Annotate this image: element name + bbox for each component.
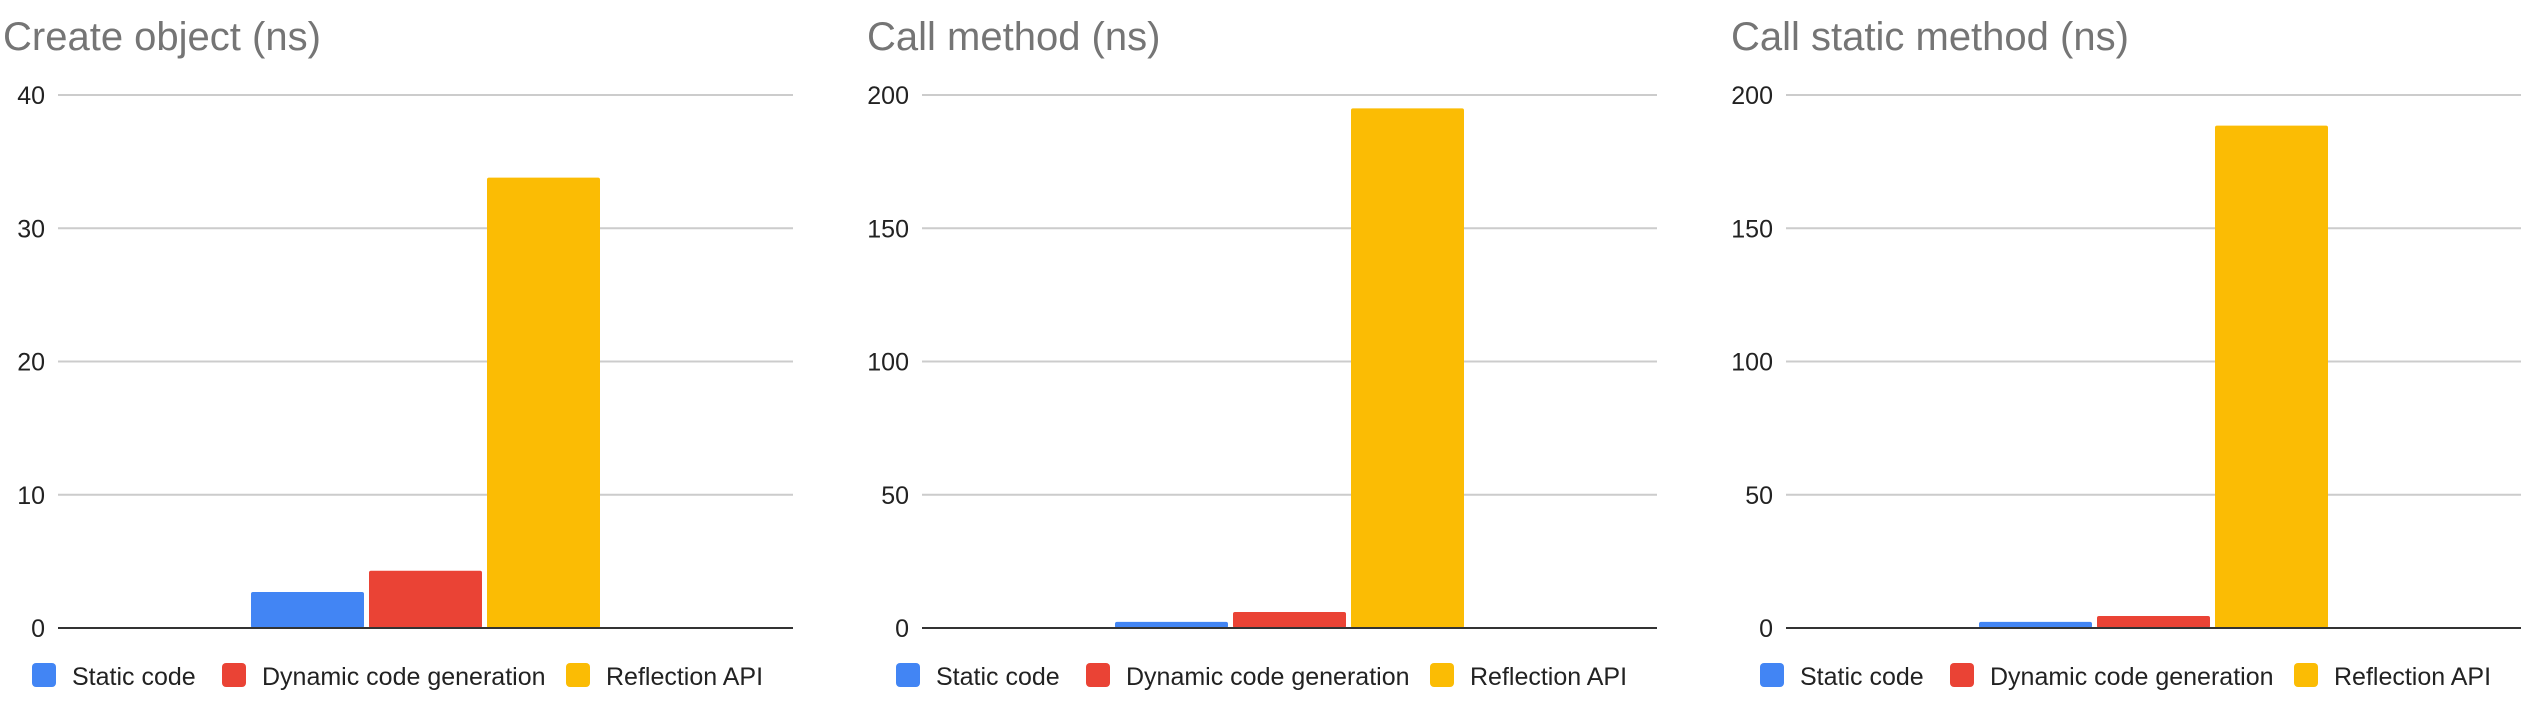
legend-label-reflection-api: Reflection API	[606, 663, 763, 691]
bar-static-code	[251, 592, 364, 628]
bar-dynamic-code-generation	[2097, 616, 2210, 628]
bar-dynamic-code-generation	[369, 570, 482, 628]
y-tick-label: 100	[1731, 349, 1773, 377]
y-tick-label: 40	[17, 82, 45, 110]
bar-static-code	[1979, 621, 2092, 628]
legend-swatch-static-code	[896, 663, 920, 687]
chart-svg: Call static method (ns) 0 50 100 150 200 Stati…	[1731, 15, 2521, 691]
y-tick-label: 0	[1759, 615, 1773, 643]
legend-swatch-static-code	[1760, 663, 1784, 687]
chart-title: Create object (ns)	[3, 15, 321, 59]
chart-title: Call method (ns)	[867, 15, 1160, 59]
y-tick-label: 200	[1731, 82, 1773, 110]
legend-swatch-dynamic-code-generation	[222, 663, 246, 687]
chart-panel-call-method: Call method (ns) 0 50 100 150 200 Static code D…	[864, 0, 1710, 720]
legend-swatch-reflection-api	[2294, 663, 2318, 687]
legend-swatch-static-code	[32, 663, 56, 687]
bar-reflection-api	[1351, 108, 1464, 628]
y-tick-label: 20	[17, 349, 45, 377]
bar-dynamic-code-generation	[1233, 612, 1346, 628]
y-tick-label: 50	[1745, 482, 1773, 510]
y-tick-label: 0	[895, 615, 909, 643]
legend-swatch-dynamic-code-generation	[1086, 663, 1110, 687]
legend-label-static-code: Static code	[1800, 663, 1924, 691]
legend-label-dynamic-code-generation: Dynamic code generation	[1126, 663, 1410, 691]
y-tick-label: 10	[17, 482, 45, 510]
legend-swatch-reflection-api	[566, 663, 590, 687]
legend-label-static-code: Static code	[936, 663, 1060, 691]
legend-swatch-reflection-api	[1430, 663, 1454, 687]
legend-label-reflection-api: Reflection API	[2334, 663, 2491, 691]
y-tick-label: 50	[881, 482, 909, 510]
y-tick-label: 30	[17, 215, 45, 243]
chart-svg: Call method (ns) 0 50 100 150 200 Static code D…	[867, 15, 1657, 691]
y-tick-label: 100	[867, 349, 909, 377]
y-tick-label: 150	[867, 215, 909, 243]
legend-label-dynamic-code-generation: Dynamic code generation	[262, 663, 546, 691]
legend-swatch-dynamic-code-generation	[1950, 663, 1974, 687]
chart-panel-create-object: Create object (ns) 0 10 20 30 40 Static code Dy…	[0, 0, 846, 720]
bar-reflection-api	[2215, 125, 2328, 629]
bar-reflection-api	[487, 177, 600, 629]
y-tick-label: 200	[867, 82, 909, 110]
chart-svg: Create object (ns) 0 10 20 30 40 Static code Dy…	[3, 15, 793, 691]
legend-label-static-code: Static code	[72, 663, 196, 691]
legend-label-dynamic-code-generation: Dynamic code generation	[1990, 663, 2274, 691]
y-tick-label: 150	[1731, 215, 1773, 243]
chart-title: Call static method (ns)	[1731, 15, 2129, 59]
bar-static-code	[1115, 621, 1228, 628]
y-tick-label: 0	[31, 615, 45, 643]
legend-label-reflection-api: Reflection API	[1470, 663, 1627, 691]
chart-panel-call-static-method: Call static method (ns) 0 50 100 150 200 Stati…	[1728, 0, 2538, 720]
